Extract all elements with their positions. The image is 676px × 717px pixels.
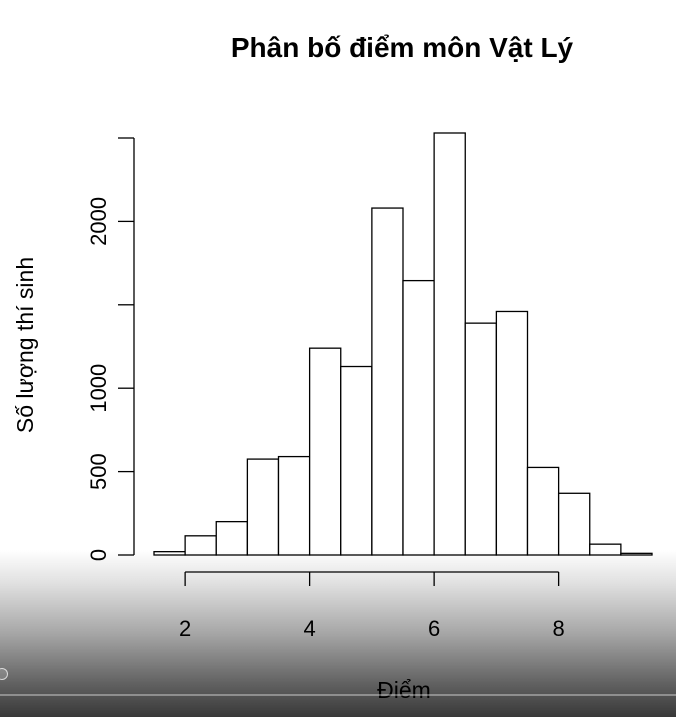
- histogram-bar: [308, 347, 342, 556]
- histogram-bar: [557, 492, 591, 556]
- x-tick-label: 6: [428, 616, 440, 641]
- x-axis-label: Điểm: [377, 677, 431, 703]
- histogram-bar: [340, 365, 373, 556]
- histogram-bar: [464, 322, 498, 556]
- y-axis: 0 500 1000 2000: [86, 137, 135, 561]
- histogram-bar: [371, 207, 404, 556]
- histogram-bar: [402, 279, 435, 556]
- histogram-bar: [246, 458, 280, 556]
- y-tick-label: 1000: [86, 364, 111, 413]
- histogram-bar: [433, 132, 466, 556]
- y-axis-label: Số lượng thí sinh: [12, 257, 38, 433]
- histogram-bar: [153, 551, 186, 556]
- histogram-bar: [277, 455, 311, 556]
- y-tick-label: 0: [86, 549, 111, 561]
- chart-title: Phân bố điểm môn Vật Lý: [231, 32, 574, 63]
- x-axis: 2 4 6 8: [179, 571, 565, 641]
- histogram-bar: [620, 552, 653, 556]
- player-handle-icon[interactable]: [0, 668, 8, 680]
- histogram-bar: [495, 310, 529, 556]
- x-tick-label: 2: [179, 616, 191, 641]
- x-tick-label: 8: [553, 616, 565, 641]
- x-tick-label: 4: [304, 616, 316, 641]
- histogram-bar: [184, 535, 217, 556]
- y-tick-label: 500: [86, 453, 111, 490]
- histogram-bar: [589, 543, 622, 556]
- y-tick-label: 2000: [86, 197, 111, 246]
- progress-track[interactable]: [0, 694, 676, 696]
- histogram-bar: [526, 466, 560, 556]
- histogram-bar: [215, 520, 249, 556]
- bars-layer: [153, 132, 653, 556]
